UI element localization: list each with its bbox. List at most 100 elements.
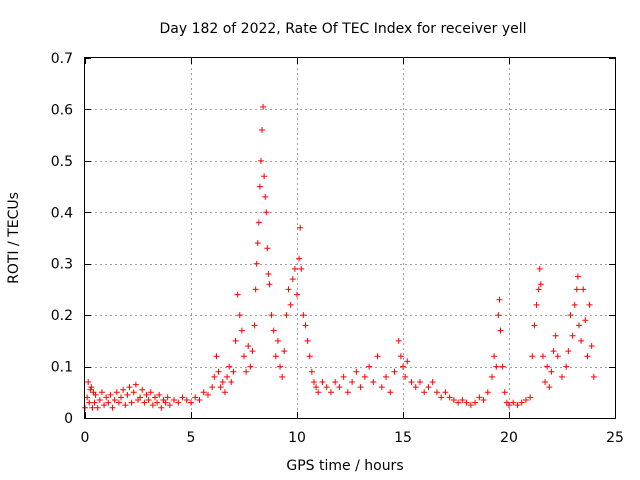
data-point <box>183 397 190 403</box>
data-point <box>164 394 171 401</box>
data-point <box>261 173 268 180</box>
y-tick-label: 0.3 <box>51 257 73 273</box>
data-point <box>252 286 259 293</box>
x-axis-title: GPS time / hours <box>286 458 403 474</box>
data-point <box>294 291 300 298</box>
x-tick-label: 15 <box>394 430 412 446</box>
data-point <box>323 384 330 391</box>
data-point <box>156 391 163 398</box>
data-point <box>147 389 154 396</box>
data-point <box>569 332 576 339</box>
data-point <box>565 348 572 355</box>
data-point <box>374 353 381 360</box>
y-axis-title: ROTI / TECUs <box>6 192 22 284</box>
data-point <box>87 386 94 393</box>
data-point <box>496 296 503 303</box>
data-point <box>353 368 360 375</box>
data-point <box>446 394 453 401</box>
data-point <box>158 404 165 411</box>
data-point <box>552 332 559 339</box>
data-point <box>224 373 231 380</box>
data-point <box>126 384 133 391</box>
data-point <box>575 322 582 329</box>
data-point <box>268 312 275 319</box>
data-point <box>122 402 129 409</box>
data-point <box>243 368 250 375</box>
data-point <box>86 399 93 406</box>
data-point <box>88 384 95 391</box>
data-point <box>484 389 491 396</box>
data-point <box>171 397 178 403</box>
data-point <box>450 397 457 403</box>
data-point <box>281 348 288 355</box>
data-point <box>113 389 120 396</box>
data-point <box>567 312 574 319</box>
data-point <box>548 368 555 375</box>
data-point <box>554 353 561 360</box>
data-point <box>154 399 161 406</box>
data-point <box>130 389 137 396</box>
data-point <box>501 389 508 396</box>
data-point <box>304 337 311 344</box>
data-point <box>537 281 544 288</box>
data-point <box>366 363 373 370</box>
data-point <box>285 286 292 293</box>
data-point <box>442 389 449 396</box>
data-point <box>115 399 122 406</box>
data-point <box>259 127 266 133</box>
data-point <box>245 343 252 349</box>
data-point <box>277 363 284 370</box>
data-point <box>397 353 404 360</box>
data-point <box>94 404 101 411</box>
data-point <box>213 353 220 360</box>
data-point <box>571 301 578 308</box>
data-point <box>84 394 91 401</box>
data-point <box>141 399 148 406</box>
data-point <box>296 255 303 262</box>
data-point <box>387 389 394 396</box>
data-point <box>563 363 570 370</box>
data-point <box>300 312 307 319</box>
data-point <box>586 301 593 308</box>
chart-title: Day 182 of 2022, Rate Of TEC Index for r… <box>159 21 526 37</box>
data-point <box>438 394 445 401</box>
data-point <box>584 353 591 360</box>
data-point <box>539 353 546 360</box>
data-point <box>145 397 152 403</box>
data-point <box>308 368 315 375</box>
y-tick-label: 0.1 <box>51 360 73 376</box>
data-point <box>287 301 294 308</box>
data-point <box>236 312 243 319</box>
data-point <box>522 397 529 403</box>
data-point <box>254 240 261 247</box>
data-point <box>103 394 110 401</box>
data-point <box>124 391 131 398</box>
data-point <box>340 373 347 380</box>
data-point <box>283 312 290 319</box>
data-point <box>408 379 415 385</box>
data-point <box>257 157 264 164</box>
data-point <box>139 386 146 393</box>
data-point <box>506 402 512 409</box>
data-point <box>510 399 517 406</box>
data-point <box>497 327 504 334</box>
data-point <box>120 386 127 393</box>
grid <box>85 58 615 418</box>
data-point <box>188 399 194 406</box>
y-tick-label: 0 <box>64 411 73 427</box>
data-point <box>251 322 258 329</box>
data-point <box>518 399 525 406</box>
data-point <box>204 391 211 398</box>
data-point <box>378 384 385 391</box>
data-point <box>232 337 239 344</box>
data-point <box>255 219 262 226</box>
x-tick-label: 25 <box>606 430 624 446</box>
data-point <box>313 384 320 391</box>
data-point <box>421 389 428 396</box>
data-point <box>590 373 597 380</box>
x-tick-label: 20 <box>500 430 518 446</box>
data-point <box>143 391 150 398</box>
data-point <box>249 348 256 355</box>
data-point <box>573 286 580 293</box>
data-point <box>370 379 377 385</box>
